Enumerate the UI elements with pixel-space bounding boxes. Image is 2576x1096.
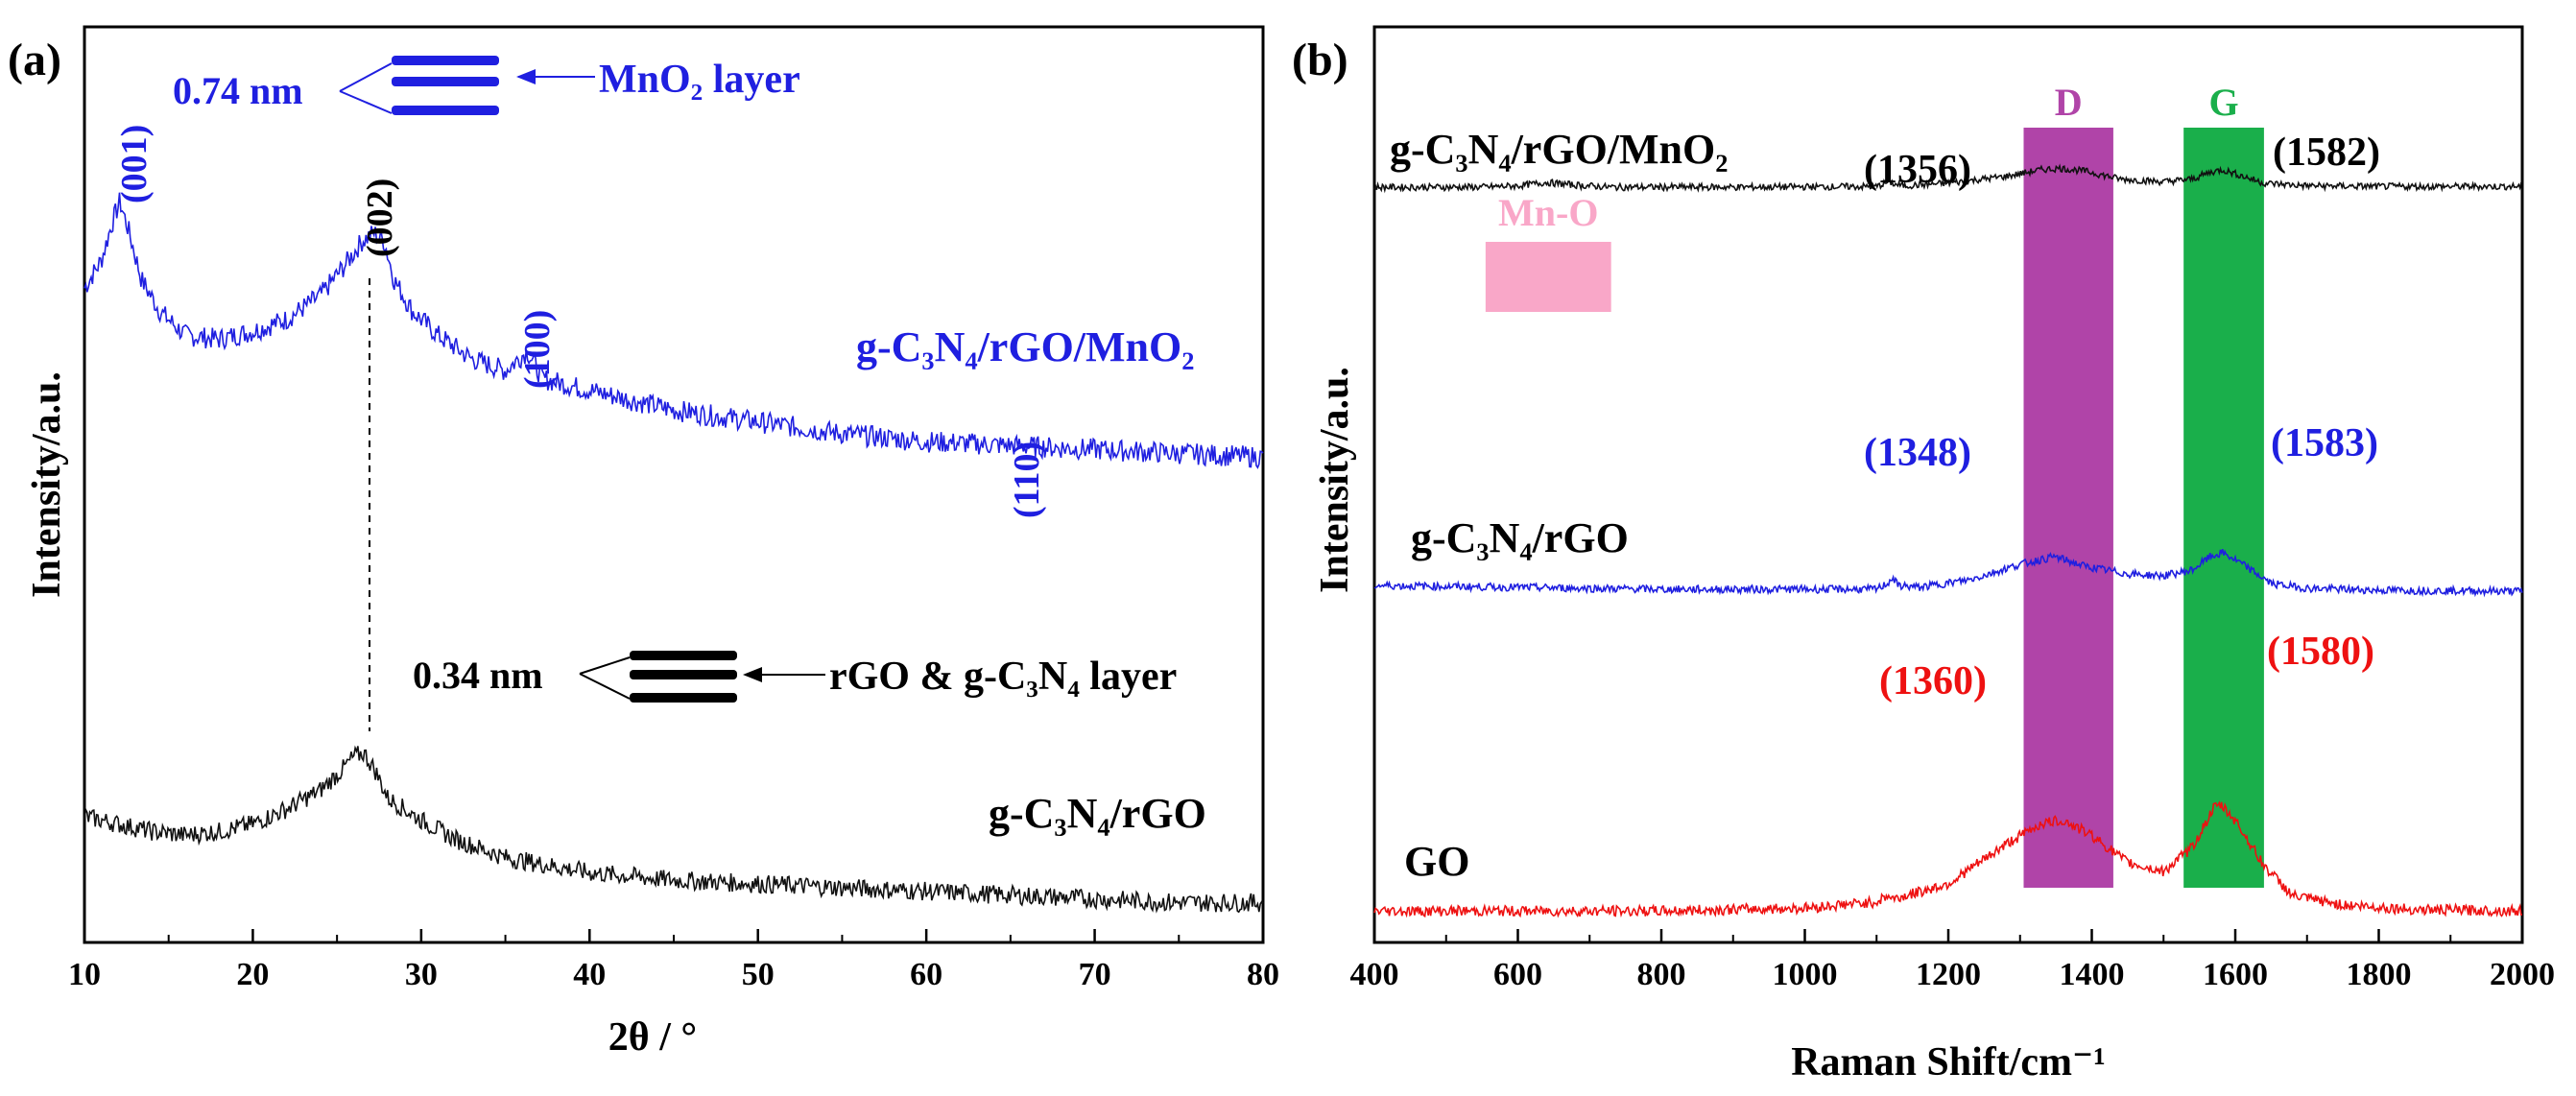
panel-a-x-ticks: 10 20 30 40 50 60 70 80 [68, 929, 1279, 992]
band-mn-o [1485, 242, 1611, 312]
mno2-layer-schematic: 0.74 nm MnO₂ layer [173, 56, 800, 115]
raman-label-go: GO [1404, 838, 1469, 885]
x-tick-label: 2000 [2490, 957, 2555, 992]
series-g-c3n4-rgo [83, 745, 1264, 914]
peak-001-label: (001) [114, 125, 155, 203]
x-tick-label: 30 [405, 957, 438, 992]
x-tick-label: 1400 [2060, 957, 2125, 992]
x-tick-label: 600 [1493, 957, 1542, 992]
x-tick-label: 1800 [2347, 957, 2412, 992]
panel-b: (b) D G Mn-O 400 600 800 1000 1200 1400 1600 1800… [1292, 25, 2555, 1084]
binary-g-peak-label: (1583) [2271, 421, 2378, 465]
peak-100-label: (100) [517, 310, 558, 389]
band-label-d: D [2055, 81, 2083, 124]
panel-b-y-axis-title: Intensity/a.u. [1313, 367, 1357, 593]
series-g-c3n4-rgo [1373, 549, 2523, 598]
x-tick-label: 80 [1247, 957, 1279, 992]
raman-label-composite: g-C₃N₄/rGO/MnO₂ [1390, 126, 1728, 173]
rgo-interlayer-spacing: 0.34 nm [413, 654, 543, 697]
panel-a-y-axis-title: Intensity/a.u. [25, 371, 69, 598]
go-d-peak-label: (1360) [1879, 659, 1987, 703]
panel-b-bands: D G Mn-O [1485, 81, 2264, 888]
x-tick-label: 50 [742, 957, 775, 992]
x-tick-label: 1600 [2203, 957, 2268, 992]
go-g-peak-label: (1580) [2267, 630, 2374, 674]
raman-label-binary: g-C₃N₄/rGO [1411, 514, 1629, 561]
rgo-layer-label: rGO & g-C₃N₄ layer [829, 655, 1177, 699]
x-tick-label: 1200 [1916, 957, 1981, 992]
panel-a-x-axis-title: 2θ / ° [608, 1015, 697, 1060]
xrd-label-binary: g-C₃N₄/rGO [989, 790, 1206, 837]
x-tick-label: 20 [236, 957, 269, 992]
series-g-c3n4-rgo-mno2 [83, 192, 1264, 469]
panel-a-label: (a) [8, 35, 61, 85]
panel-b-series [1373, 163, 2523, 918]
x-tick-label: 800 [1637, 957, 1686, 992]
mno2-layer-label: MnO₂ layer [599, 58, 800, 102]
binary-d-peak-label: (1348) [1864, 431, 1971, 475]
panel-b-x-axis-title: Raman Shift/cm⁻¹ [1791, 1040, 2106, 1084]
band-label-mn-o: Mn-O [1498, 191, 1598, 234]
series-go [1373, 800, 2522, 918]
rgo-layer-schematic: 0.34 nm rGO & g-C₃N₄ layer [413, 651, 1177, 703]
x-tick-label: 70 [1079, 957, 1111, 992]
panel-a: (a) 10 20 30 40 50 60 70 80 2θ / ° Intensity/a.… [8, 25, 1279, 1060]
series-g-c3n4-rgo-mno2 [1373, 163, 2523, 194]
panel-b-label: (b) [1292, 35, 1348, 85]
composite-d-peak-label: (1356) [1864, 148, 1971, 192]
composite-g-peak-label: (1582) [2273, 131, 2380, 175]
panel-b-x-ticks: 400 600 800 1000 1200 1400 1600 1800 2000 [1350, 929, 2555, 992]
band-d [2023, 128, 2113, 888]
band-label-g: G [2208, 81, 2238, 124]
x-tick-label: 400 [1350, 957, 1399, 992]
x-tick-label: 40 [573, 957, 606, 992]
xrd-label-composite: g-C₃N₄/rGO/MnO₂ [856, 323, 1194, 370]
x-tick-label: 60 [910, 957, 942, 992]
band-g [2183, 128, 2264, 888]
peak-002-label: (002) [360, 179, 400, 257]
x-tick-label: 1000 [1773, 957, 1838, 992]
peak-110-label: (110) [1007, 441, 1047, 518]
mno2-interlayer-spacing: 0.74 nm [173, 69, 303, 112]
panel-a-series [83, 192, 1264, 914]
x-tick-label: 10 [68, 957, 101, 992]
